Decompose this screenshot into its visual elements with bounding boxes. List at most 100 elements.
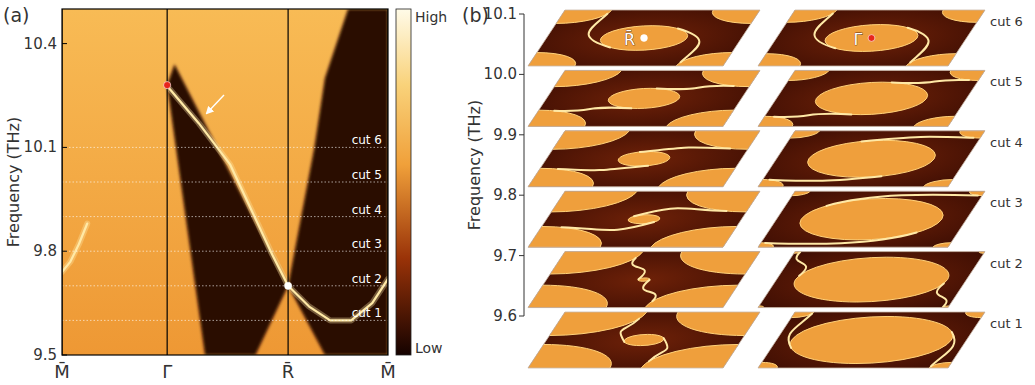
plane-edge [758, 10, 985, 66]
bulk-pocket-corner [918, 180, 977, 187]
plane-background [758, 131, 985, 187]
slice-plane [740, 187, 1003, 252]
bulk-pocket-corner [667, 53, 760, 66]
y-tick-label: 10.1 [24, 138, 57, 156]
bulk-pocket-corner [528, 70, 632, 86]
y-tick [62, 43, 67, 44]
bulk-pocket-corner [646, 168, 760, 186]
colorbar-label: High [415, 9, 447, 25]
cut-label: cut 3 [990, 195, 1023, 210]
slice-plane [461, 54, 828, 142]
bulk-pocket-corner [528, 312, 662, 336]
x-tick-line [288, 9, 289, 355]
bulk-pocket-center [797, 140, 947, 177]
plane-edge [528, 252, 760, 308]
cut-line [62, 147, 388, 148]
panel-label: (a) [3, 4, 29, 26]
surface-state [62, 224, 87, 272]
bulk-pocket-center [625, 215, 662, 224]
bulk-pocket-corner [758, 10, 845, 22]
surface-arc [929, 332, 962, 366]
y-tick-label: 9.9 [493, 126, 517, 144]
slice-plane [728, 124, 1014, 195]
plane-edge [528, 70, 760, 126]
center-label: Γ̄ [854, 30, 863, 49]
bulk-pocket-corner [528, 344, 625, 368]
surface-arc [621, 258, 655, 279]
bulk-pocket-corner [765, 131, 824, 138]
y-axis-label: Frequency (THz) [465, 100, 484, 230]
y-tick [519, 14, 524, 15]
plane-edge [758, 131, 985, 187]
cut-label: cut 5 [990, 74, 1023, 89]
bulk-pocket-corner [663, 312, 760, 336]
bulk-pocket-corner [528, 191, 651, 212]
slice-plane [472, 0, 815, 79]
slice-plane [717, 60, 1026, 136]
x-tick-line [167, 9, 168, 355]
surface-arc [633, 280, 667, 301]
surface-arc [648, 338, 674, 361]
bulk-pocket-center [614, 152, 674, 167]
x-tick-label: R̄ [282, 361, 295, 382]
cut-line [62, 182, 388, 183]
y-tick [62, 355, 67, 356]
surface-state [169, 89, 288, 286]
bulk-pocket-center [781, 257, 963, 302]
plane-edge [528, 131, 760, 187]
bulk-pocket-center [602, 88, 686, 108]
surface-arc [926, 283, 959, 307]
bulk-pocket-corner [528, 131, 642, 149]
cut-line [62, 216, 388, 217]
bulk-pocket-corner [637, 226, 760, 247]
y-axis-label: Frequency (THz) [4, 117, 23, 247]
x-tick-label: M̄ [380, 361, 396, 382]
y-tick-label: 10.4 [24, 35, 57, 53]
center-point [641, 35, 648, 42]
bulk-pocket-corner [528, 110, 595, 126]
cut-label: cut 4 [990, 135, 1023, 150]
bulk-pocket-corner [528, 53, 584, 66]
plane-content [758, 191, 985, 247]
plane-content [758, 312, 985, 368]
bulk-pocket-corner [704, 10, 760, 23]
y-tick-label: 9.8 [493, 186, 517, 204]
plane-content [758, 131, 985, 187]
plane-content [528, 191, 760, 247]
x-tick-label: Γ̄ [162, 361, 172, 382]
cut-label: cut 2 [990, 256, 1023, 271]
plane-content [758, 252, 985, 308]
panel-label: (b) [462, 4, 489, 26]
y-tick-label: 9.6 [493, 307, 517, 325]
bulk-pocket-corner [528, 10, 621, 23]
cut-label: cut 1 [352, 306, 382, 320]
bulk-pocket-center [806, 82, 938, 114]
arrow [207, 95, 224, 113]
bulk-pocket-corner [528, 285, 621, 307]
cut-line [62, 285, 388, 286]
surface-arc [656, 29, 710, 63]
plane-edge [758, 252, 985, 308]
surface-arc [614, 319, 640, 342]
cut-label: cut 6 [990, 14, 1023, 29]
plane-content [528, 252, 760, 308]
plane-edge [528, 312, 760, 368]
y-tick-label: 9.8 [33, 242, 57, 260]
plane-content [528, 10, 760, 66]
surface-arc [804, 13, 859, 48]
plane-edge [758, 191, 985, 247]
cut-label: cut 1 [990, 316, 1023, 331]
bulk-pocket-center [776, 316, 967, 363]
bulk-pocket-corner [758, 54, 808, 66]
center-label: R̄ [624, 30, 635, 49]
surface-arc [656, 86, 734, 89]
center-point [868, 35, 875, 42]
surface-arc [640, 147, 731, 152]
y-axis-line [524, 14, 525, 316]
plot-frame [62, 9, 388, 355]
bulk-pocket-corner [528, 252, 658, 274]
surface-arc [784, 252, 817, 276]
cut-line [62, 320, 388, 321]
plot-area [62, 9, 388, 355]
surface-arc [862, 137, 975, 142]
